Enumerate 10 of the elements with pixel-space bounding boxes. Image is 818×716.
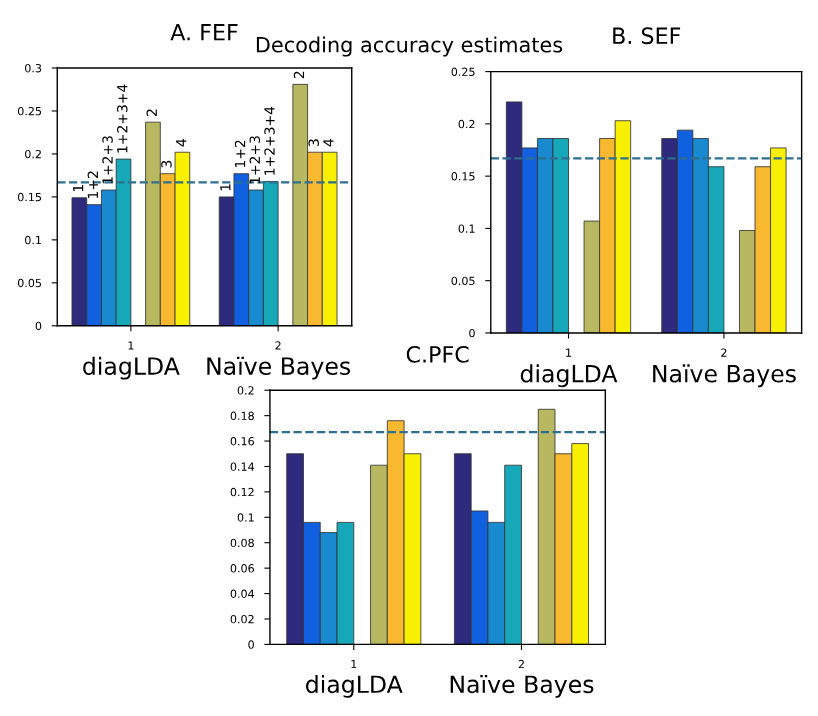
text: diagLDA xyxy=(306,674,403,698)
text: Decoding accuracy estimates xyxy=(256,36,563,57)
chart-title: A. FEF xyxy=(170,24,238,41)
text: diagLDA xyxy=(83,356,180,380)
text: Naïve Bayes xyxy=(450,674,594,698)
chart-title: B. SEF xyxy=(613,27,681,45)
text: Naïve Bayes xyxy=(207,356,351,380)
text: Naïve Bayes xyxy=(653,364,796,388)
text: diagLDA xyxy=(520,364,618,388)
chart-title: C.PFC xyxy=(406,345,469,363)
